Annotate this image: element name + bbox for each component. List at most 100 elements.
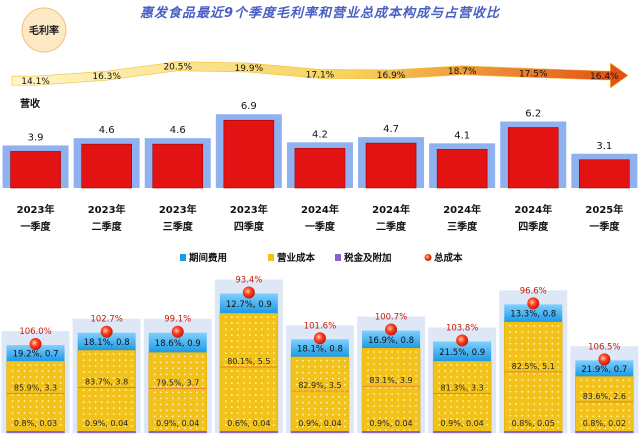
texture-dot: [592, 421, 595, 424]
texture-dot: [403, 357, 405, 359]
operating-cost-segment: [77, 349, 136, 434]
texture-dot: [153, 379, 156, 382]
texture-dot: [224, 352, 227, 354]
texture-dot: [88, 407, 91, 410]
texture-dot: [159, 415, 162, 418]
texture-dot: [35, 418, 38, 420]
texture-dot: [118, 389, 121, 392]
texture-dot: [344, 419, 346, 422]
texture-dot: [332, 395, 334, 398]
texture-dot: [480, 418, 483, 420]
texture-dot: [94, 401, 97, 404]
texture-dot: [557, 420, 560, 423]
texture-dot: [527, 402, 530, 405]
texture-dot: [100, 419, 103, 422]
texture-dot: [236, 394, 239, 396]
texture-dot: [124, 353, 127, 356]
texture-dot: [82, 353, 85, 356]
texture-dot: [415, 387, 417, 389]
texture-dot: [592, 391, 595, 394]
texture-dot: [444, 400, 447, 402]
texture-dot: [266, 328, 269, 330]
texture-dot: [527, 324, 530, 327]
texture-dot: [604, 409, 607, 412]
texture-dot: [11, 412, 14, 414]
texture-dot: [367, 387, 369, 389]
texture-dot: [254, 394, 257, 396]
texture-dot: [480, 388, 483, 390]
texture-dot: [598, 421, 601, 424]
texture-dot: [344, 359, 346, 362]
texture-dot: [35, 364, 38, 366]
texture-dot: [88, 371, 91, 374]
texture-dot: [438, 400, 441, 402]
margin-label: 19.9%: [235, 64, 264, 74]
texture-dot: [486, 424, 489, 426]
texture-dot: [302, 359, 304, 362]
texture-dot: [153, 427, 156, 430]
texture-dot: [379, 405, 381, 407]
texture-dot: [100, 377, 103, 380]
texture-dot: [521, 414, 524, 417]
texture-dot: [53, 418, 56, 420]
texture-dot: [598, 397, 601, 400]
texture-dot: [539, 324, 542, 327]
texture-dot: [106, 407, 109, 410]
revenue-bar: [436, 149, 488, 189]
texture-dot: [94, 407, 97, 410]
texture-dot: [260, 412, 263, 414]
texture-dot: [165, 379, 168, 382]
texture-dot: [527, 342, 530, 345]
texture-dot: [450, 400, 453, 402]
texture-dot: [403, 363, 405, 365]
texture-dot: [272, 316, 275, 318]
texture-dot: [195, 361, 198, 364]
texture-dot: [462, 388, 465, 390]
texture-dot: [112, 383, 115, 386]
x-tick-year: 2023年: [159, 203, 197, 216]
texture-dot: [47, 400, 50, 402]
texture-dot: [468, 376, 471, 378]
texture-dot: [415, 357, 417, 359]
texture-dot: [94, 419, 97, 422]
texture-dot: [415, 363, 417, 365]
margin-label: 20.5%: [163, 63, 192, 73]
texture-dot: [403, 423, 405, 425]
period-expense-segment: [6, 345, 65, 362]
texture-dot: [195, 367, 198, 370]
texture-dot: [53, 412, 56, 414]
period-expense-label: 18.1%, 0.8: [84, 338, 130, 348]
texture-dot: [171, 379, 174, 382]
texture-dot: [557, 330, 560, 333]
texture-dot: [486, 406, 489, 408]
texture-dot: [314, 383, 316, 386]
texture-dot: [29, 412, 32, 414]
texture-dot: [450, 418, 453, 420]
texture-dot: [17, 376, 20, 378]
texture-dot: [515, 324, 518, 327]
texture-dot: [260, 406, 263, 408]
texture-dot: [100, 353, 103, 356]
texture-dot: [242, 328, 245, 330]
texture-dot: [521, 366, 524, 369]
texture-dot: [480, 370, 483, 372]
texture-dot: [100, 371, 103, 374]
texture-dot: [171, 373, 174, 376]
texture-dot: [533, 354, 536, 357]
texture-dot: [296, 383, 298, 386]
total-cost-label: 103.8%: [446, 323, 478, 333]
texture-dot: [397, 423, 399, 425]
texture-dot: [236, 400, 239, 402]
texture-dot: [326, 371, 328, 374]
texture-dot: [456, 418, 459, 420]
texture-dot: [616, 421, 619, 424]
total-cost-label: 106.0%: [19, 327, 51, 337]
texture-dot: [533, 336, 536, 339]
texture-dot: [586, 391, 589, 394]
texture-dot: [266, 346, 269, 348]
texture-dot: [177, 361, 180, 364]
texture-dot: [474, 412, 477, 414]
texture-dot: [236, 322, 239, 324]
texture-dot: [598, 409, 601, 412]
